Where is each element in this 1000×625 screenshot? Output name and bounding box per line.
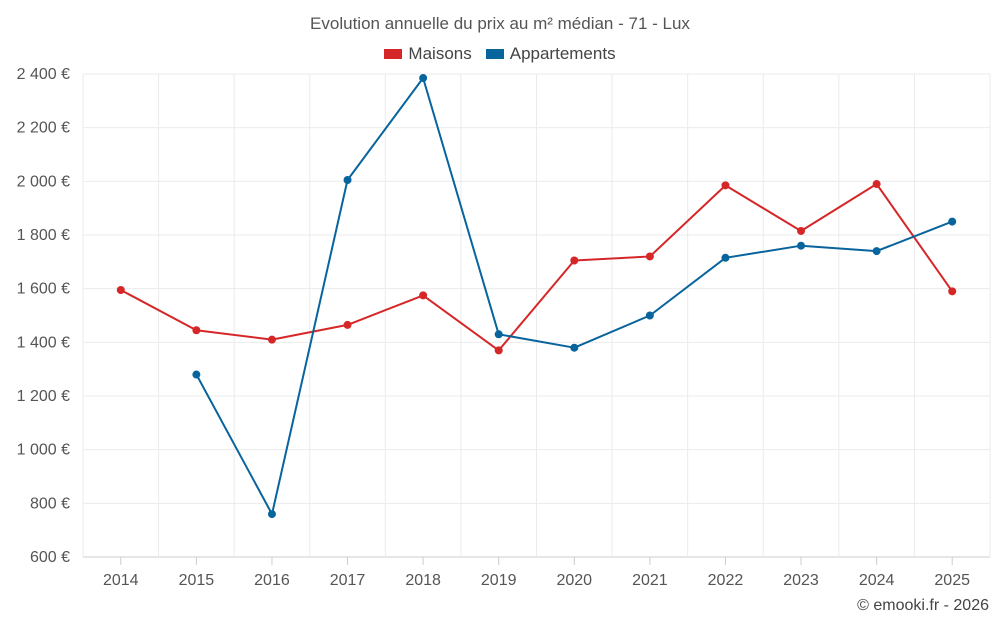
x-tick-label: 2024 [859, 572, 895, 589]
y-tick-label: 1 800 € [17, 227, 70, 244]
legend-label-appartements: Appartements [509, 44, 616, 63]
data-point-maisons [872, 180, 881, 189]
data-point-maisons [570, 256, 579, 265]
x-tick-label: 2015 [179, 572, 215, 589]
y-tick-label: 2 400 € [17, 66, 70, 83]
data-point-maisons [267, 335, 276, 344]
x-tick-label: 2025 [934, 572, 970, 589]
y-tick-label: 800 € [30, 495, 70, 512]
data-point-maisons [948, 287, 957, 296]
legend-item-maisons[interactable]: Maisons [384, 44, 472, 64]
y-tick-label: 2 000 € [17, 173, 70, 190]
data-point-appartements [192, 370, 201, 379]
y-tick-label: 1 200 € [17, 388, 70, 405]
data-point-maisons [343, 320, 352, 329]
x-tick-label: 2016 [254, 572, 290, 589]
x-tick-label: 2018 [405, 572, 441, 589]
x-tick-label: 2020 [556, 572, 592, 589]
legend-swatch-appartements [485, 49, 504, 59]
x-tick-label: 2019 [481, 572, 517, 589]
legend-item-appartements[interactable]: Appartements [485, 44, 616, 64]
x-tick-label: 2023 [783, 572, 819, 589]
data-point-maisons [494, 346, 503, 355]
data-point-maisons [721, 181, 730, 190]
data-point-appartements [570, 343, 579, 352]
data-point-appartements [797, 241, 806, 250]
credit-text: © emooki.fr - 2026 [857, 597, 989, 614]
legend-swatch-maisons [384, 49, 403, 59]
data-point-maisons [192, 326, 201, 335]
y-tick-label: 1 600 € [17, 281, 70, 298]
data-point-appartements [872, 247, 881, 256]
y-tick-label: 2 200 € [17, 120, 70, 137]
x-tick-label: 2021 [632, 572, 668, 589]
data-point-maisons [645, 252, 654, 261]
data-point-appartements [267, 510, 276, 519]
series-line-maisons [120, 183, 954, 352]
y-tick-label: 600 € [30, 549, 70, 566]
data-point-appartements [494, 330, 503, 339]
data-point-appartements [948, 217, 957, 226]
x-tick-label: 2017 [330, 572, 366, 589]
data-point-appartements [343, 175, 352, 184]
data-point-appartements [419, 74, 428, 83]
chart-title: Evolution annuelle du prix au m² médian … [310, 14, 690, 33]
y-tick-label: 1 400 € [17, 334, 70, 351]
data-point-maisons [419, 291, 428, 300]
data-point-appartements [721, 253, 730, 262]
legend: Maisons Appartements [0, 44, 1000, 64]
legend-label-maisons: Maisons [408, 44, 472, 63]
data-point-maisons [797, 226, 806, 235]
data-point-maisons [116, 286, 125, 295]
data-point-appartements [645, 311, 654, 320]
y-tick-label: 1 000 € [17, 442, 70, 459]
x-tick-label: 2014 [103, 572, 139, 589]
x-tick-label: 2022 [708, 572, 744, 589]
